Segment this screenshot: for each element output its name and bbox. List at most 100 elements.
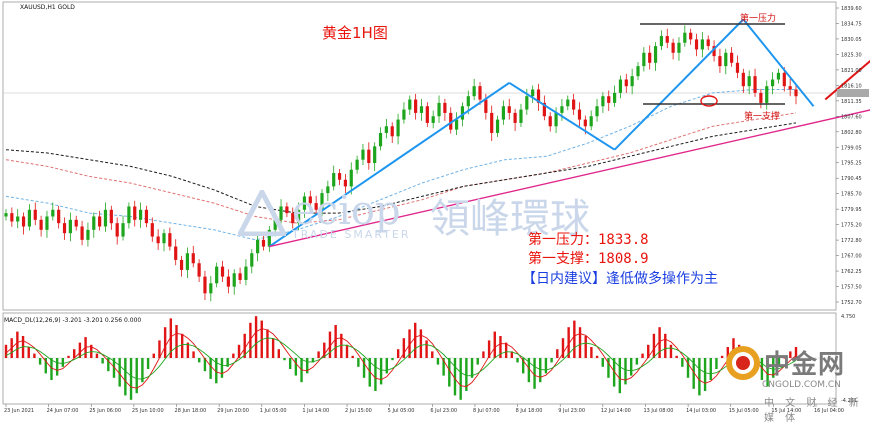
time-tick-label: 13 Jul 08:00 bbox=[643, 408, 673, 414]
macd-bar bbox=[789, 351, 792, 358]
candle-body bbox=[437, 102, 441, 117]
macd-bar bbox=[323, 342, 326, 358]
macd-bar bbox=[504, 342, 508, 358]
macd-bar bbox=[78, 342, 82, 358]
macd-bar bbox=[675, 355, 678, 358]
candle-body bbox=[536, 89, 541, 103]
candle-body bbox=[478, 86, 482, 100]
candle-body bbox=[595, 106, 599, 117]
candle-body bbox=[337, 173, 342, 180]
candle-body bbox=[384, 126, 388, 133]
macd-bar bbox=[266, 329, 269, 358]
macd-bar bbox=[175, 325, 178, 358]
candle-body bbox=[466, 96, 470, 107]
time-tick-label: 25 Jun 06:00 bbox=[89, 408, 121, 414]
macd-bar bbox=[317, 351, 320, 358]
candle-body bbox=[671, 42, 675, 53]
macd-bar bbox=[141, 358, 144, 383]
candle-body bbox=[308, 196, 312, 204]
candle-body bbox=[232, 273, 236, 287]
candle-body bbox=[612, 92, 617, 103]
price-tick-label: 1767.00 bbox=[841, 254, 862, 260]
macd-bar bbox=[340, 333, 343, 358]
price-tick-label: 1799.05 bbox=[841, 145, 862, 151]
macd-bar bbox=[16, 331, 19, 358]
macd-bar bbox=[493, 331, 496, 358]
moving-average-2 bbox=[5, 112, 797, 224]
candle-body bbox=[45, 216, 49, 230]
candle-body bbox=[454, 119, 459, 130]
candle-body bbox=[209, 283, 213, 294]
macd-bar bbox=[550, 358, 553, 363]
price-tick-label: 1834.75 bbox=[841, 21, 862, 27]
macd-bar bbox=[544, 358, 548, 374]
pivot-circle bbox=[700, 95, 718, 107]
candle-body bbox=[601, 96, 605, 107]
brand-logo-icon bbox=[726, 346, 760, 380]
macd-bar bbox=[482, 351, 485, 358]
candle-body bbox=[103, 209, 108, 227]
time-tick-label: 23 Jun 2021 bbox=[4, 408, 34, 414]
macd-bar bbox=[237, 344, 241, 358]
candle-body bbox=[115, 223, 119, 237]
macd-bar bbox=[357, 358, 360, 367]
candle-body bbox=[765, 86, 769, 103]
macd-bar bbox=[476, 358, 479, 365]
macd-bar bbox=[180, 333, 184, 358]
macd-bar bbox=[107, 358, 110, 372]
macd-bar bbox=[243, 333, 246, 358]
macd-bar bbox=[431, 351, 434, 358]
macd-main-line bbox=[5, 337, 797, 380]
candle-body bbox=[367, 149, 371, 164]
candle-body bbox=[203, 276, 207, 294]
macd-bar bbox=[601, 358, 604, 367]
candle-body bbox=[144, 209, 149, 224]
macd-bar bbox=[101, 358, 104, 364]
candle-body bbox=[332, 173, 336, 187]
macd-bar bbox=[50, 358, 53, 380]
macd-bar bbox=[73, 349, 76, 358]
macd-bar bbox=[459, 358, 462, 400]
candle-body bbox=[607, 96, 611, 103]
macd-bar bbox=[561, 338, 565, 358]
candle-body bbox=[782, 72, 786, 87]
candle-body bbox=[583, 119, 587, 127]
candle-body bbox=[443, 102, 447, 113]
macd-bar bbox=[328, 331, 332, 358]
brand-name: 中金网 bbox=[764, 350, 846, 380]
time-tick-label: 2 Jul 15:00 bbox=[345, 408, 372, 414]
macd-bar bbox=[698, 358, 701, 396]
macd-bar bbox=[334, 325, 337, 358]
macd-signal-line bbox=[5, 328, 797, 389]
candle-body bbox=[355, 159, 359, 170]
candle-body bbox=[244, 266, 248, 280]
trend-annotations bbox=[268, 18, 870, 248]
candle-body bbox=[27, 209, 32, 227]
candle-body bbox=[642, 52, 646, 67]
time-tick-label: 29 Jun 20:00 bbox=[217, 408, 249, 414]
price-tick-label: 1839.60 bbox=[841, 6, 862, 12]
macd-bar bbox=[516, 358, 519, 363]
candle-body bbox=[724, 52, 728, 67]
macd-bar bbox=[27, 347, 30, 358]
candle-body bbox=[185, 253, 190, 270]
candle-body bbox=[302, 196, 307, 210]
candle-body bbox=[150, 223, 154, 237]
candle-body bbox=[408, 99, 412, 110]
candle-body bbox=[267, 229, 271, 247]
macd-bar bbox=[419, 329, 423, 358]
macd-bar bbox=[578, 327, 582, 358]
candle-body bbox=[630, 76, 634, 87]
macd-bar bbox=[465, 358, 468, 391]
candle-body bbox=[490, 112, 494, 133]
candle-body bbox=[62, 223, 67, 234]
macd-bar bbox=[453, 358, 457, 396]
candle-body bbox=[378, 132, 383, 147]
macd-bar bbox=[67, 355, 70, 358]
macd-bar bbox=[385, 358, 388, 374]
candle-body bbox=[296, 209, 301, 224]
macd-bar bbox=[772, 358, 775, 378]
candle-body bbox=[98, 216, 102, 227]
candle-body bbox=[484, 99, 488, 113]
macd-bar bbox=[294, 358, 298, 376]
